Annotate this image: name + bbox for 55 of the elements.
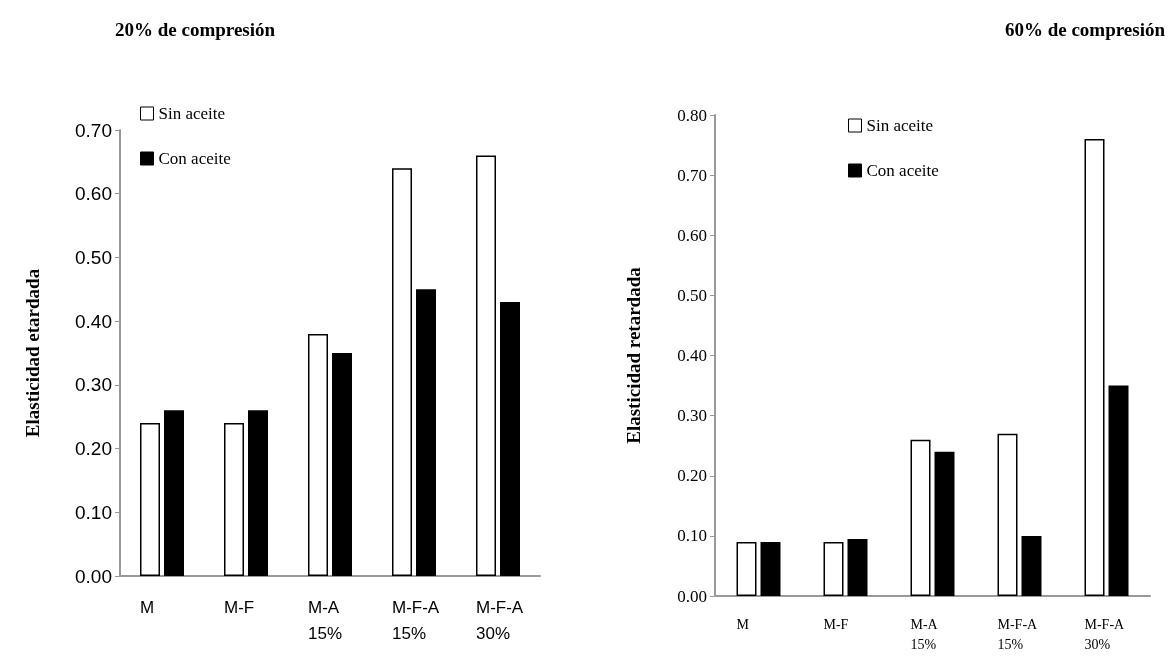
x-tick-label: M-A 15% [308,597,343,643]
legend-label: Con aceite [866,161,939,180]
x-tick-label: M [736,616,750,632]
bar [140,423,160,576]
y-tick-label: 0.30 [75,374,112,396]
bar [1084,139,1105,596]
bar [1021,535,1042,596]
x-tick-label: M-F-A 15% [392,597,440,643]
y-tick-label: 0.10 [677,526,707,546]
bar [736,541,757,596]
bar [248,410,268,576]
y-tick-label: 0.60 [677,225,707,245]
bar [997,433,1018,596]
x-tick-label: M-F-A 15% [997,616,1039,652]
y-tick-label: 0.50 [75,246,112,268]
legend-label: Sin aceite [158,104,226,123]
bar [332,353,352,576]
y-tick-label: 0.50 [677,285,707,305]
y-tick-label: 0.40 [75,310,112,332]
y-tick-label: 0.80 [677,105,707,125]
bar [500,302,520,576]
x-tick-label: M-F-A 30% [476,597,524,643]
y-tick-label: 0.20 [677,466,707,486]
chart-title: 20% de compresión [115,19,276,40]
bar [934,451,955,596]
y-tick-label: 0.10 [75,501,112,523]
y-tick-label: 0.40 [677,346,707,365]
bar [760,541,781,596]
x-tick-label: M-F [224,597,255,617]
y-tick-label: 0.30 [677,406,707,426]
bar [224,423,244,576]
bar [476,155,496,576]
x-tick-label: M-F-A 30% [1084,616,1126,652]
bar [416,289,436,576]
x-tick-label: M-A 15% [910,616,939,652]
bar [847,538,868,596]
y-tick-label: 0.70 [75,119,112,141]
x-tick-label: M-F [823,616,849,632]
bar [823,541,844,596]
y-tick-label: 0.70 [677,165,707,185]
bar [910,439,931,596]
legend-label: Sin aceite [866,116,934,135]
y-tick-label: 0.00 [75,565,112,587]
legend-label: Con aceite [158,149,231,168]
bar [392,168,412,576]
bar [164,410,184,576]
y-axis-title: Elasticidad etardada [22,268,43,438]
chart-title: 60% de compresión [1004,19,1166,40]
bar [308,333,328,576]
y-axis-title: Elasticidad retardada [623,266,644,444]
y-tick-label: 0.60 [75,183,112,205]
y-tick-label: 0.00 [677,586,707,606]
bar [1108,385,1129,596]
x-tick-label: M [140,597,155,617]
y-tick-label: 0.20 [75,438,112,460]
